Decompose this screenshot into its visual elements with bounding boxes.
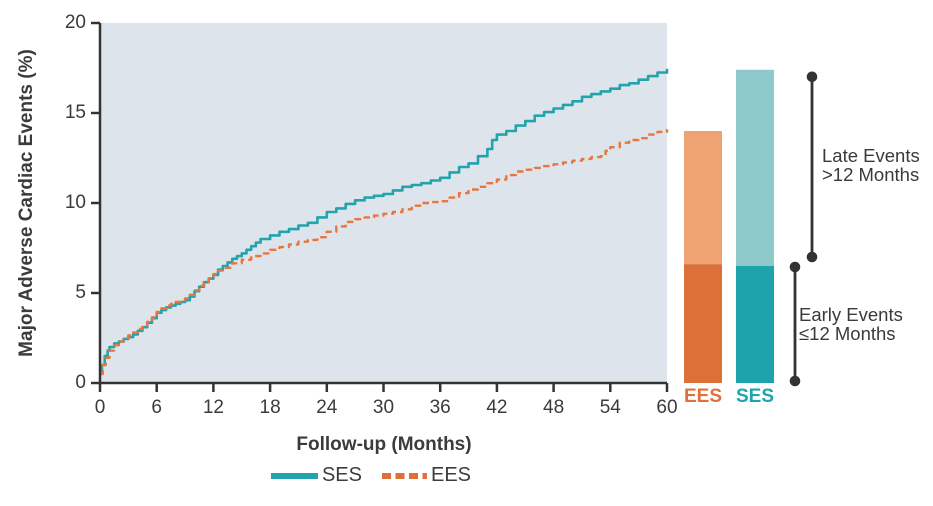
y-tick-label: 10: [64, 192, 86, 213]
legend-item-ses: SES: [270, 464, 362, 487]
annotation-late-line1: Late Events: [822, 145, 920, 166]
early-events-bracket-dot: [789, 375, 801, 387]
x-tick-label: 18: [259, 397, 281, 418]
legend-label-ees: EES: [431, 464, 472, 486]
series-ees-curve: [100, 129, 669, 376]
late-events-bracket-dot: [806, 251, 818, 263]
y-tick-label: 5: [75, 282, 86, 303]
late-events-bracket-dot: [806, 71, 818, 83]
annotation-early-events: Early Events ≤12 Months: [799, 305, 903, 343]
x-tick-label: 60: [656, 397, 678, 418]
x-tick-label: 24: [316, 397, 338, 418]
y-tick-label: 15: [64, 102, 86, 123]
bar-ees-late-segment: [684, 131, 722, 265]
x-tick-label: 36: [429, 397, 451, 418]
x-tick-label: 12: [202, 397, 224, 418]
bar-ses-early-segment: [736, 266, 774, 383]
annotation-early-line2: ≤12 Months: [799, 323, 896, 344]
x-tick-label: 42: [486, 397, 508, 418]
bar-label-ees: EES: [684, 386, 723, 407]
y-tick-label: 20: [64, 12, 86, 33]
x-tick-label: 6: [151, 397, 162, 418]
annotation-early-line1: Early Events: [799, 304, 903, 325]
axes-lines: [98, 23, 667, 385]
x-tick-label: 0: [94, 397, 106, 418]
ses-solid-line-swatch: [270, 472, 318, 479]
plot-area: [100, 23, 667, 383]
x-tick-label: 54: [599, 397, 621, 418]
ees-dashed-line-swatch: [382, 472, 427, 479]
x-tick-label: 48: [543, 397, 565, 418]
legend: SES EES: [270, 464, 471, 487]
x-axis-title: Follow-up (Months): [296, 434, 472, 455]
km-curves: [100, 68, 669, 376]
stacked-bars: [684, 69, 774, 383]
event-brackets: [789, 71, 818, 387]
legend-item-ees: EES: [382, 464, 471, 487]
bar-ees-early-segment: [684, 264, 722, 383]
bar-label-ses: SES: [736, 386, 775, 407]
annotation-late-events: Late Events >12 Months: [822, 146, 920, 184]
legend-label-ses: SES: [321, 464, 362, 486]
y-tick-label: 0: [75, 372, 86, 393]
annotation-late-line2: >12 Months: [822, 164, 920, 185]
y-axis-title: Major Adverse Cardiac Events (%): [16, 49, 37, 357]
x-tick-label: 30: [372, 397, 395, 418]
series-ses-curve: [100, 68, 669, 374]
bar-ses-late-segment: [736, 69, 774, 266]
axis-ticks: [91, 21, 669, 392]
early-events-bracket-dot: [789, 261, 801, 273]
